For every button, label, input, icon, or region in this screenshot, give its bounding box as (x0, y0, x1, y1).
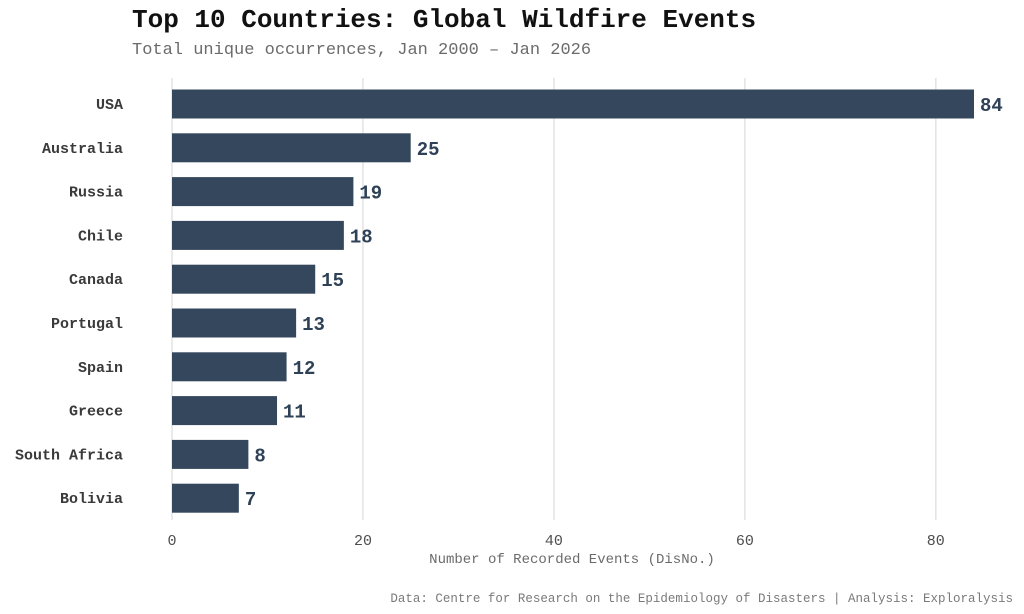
value-label: 8 (254, 445, 265, 467)
bars (172, 89, 974, 513)
bar (172, 177, 354, 207)
value-label: 19 (359, 183, 382, 205)
chart-title: Top 10 Countries: Global Wildfire Events (132, 5, 756, 35)
category-label: Canada (69, 272, 123, 289)
category-label: Greece (69, 404, 123, 421)
value-labels: 84 25 19 18 15 13 12 11 8 7 (245, 95, 1003, 511)
chart-subtitle: Total unique occurrences, Jan 2000 – Jan… (132, 41, 591, 60)
chart-caption: Data: Centre for Research on the Epidemi… (390, 592, 1013, 606)
category-label: Spain (78, 360, 123, 377)
bar (172, 352, 287, 382)
value-label: 12 (293, 358, 316, 380)
category-labels: USA Australia Russia Chile Canada Portugal Spa… (15, 97, 123, 508)
category-label: USA (96, 97, 123, 114)
category-label: South Africa (15, 447, 123, 464)
x-axis-label: Number of Recorded Events (DisNo.) (429, 552, 715, 568)
bar (172, 133, 411, 163)
category-label: Portugal (51, 316, 123, 333)
bar (172, 89, 974, 119)
value-label: 25 (417, 139, 440, 161)
bar (172, 439, 249, 469)
x-tick-label: 20 (354, 533, 372, 550)
category-label: Russia (69, 185, 123, 202)
bar (172, 220, 344, 250)
value-label: 13 (302, 314, 325, 336)
category-label: Australia (42, 141, 123, 158)
x-tick-label: 0 (167, 533, 176, 550)
x-tick-label: 80 (927, 533, 945, 550)
bar (172, 308, 297, 338)
bar (172, 483, 239, 513)
value-label: 15 (321, 270, 344, 292)
category-label: Bolivia (60, 491, 123, 508)
category-label: Chile (78, 228, 123, 245)
value-label: 18 (350, 226, 373, 248)
x-tick-label: 40 (545, 533, 563, 550)
value-label: 7 (245, 489, 256, 511)
bar (172, 264, 316, 294)
value-label: 84 (980, 95, 1003, 117)
bar (172, 396, 278, 426)
x-axis-ticks: 0 20 40 60 80 (167, 533, 944, 550)
x-tick-label: 60 (736, 533, 754, 550)
value-label: 11 (283, 402, 306, 424)
